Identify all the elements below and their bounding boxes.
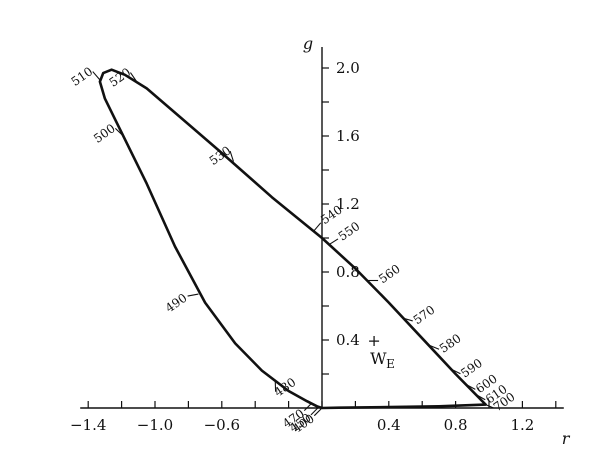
x-tick-label: 0.8 — [444, 416, 468, 434]
y-tick-label: 1.6 — [336, 127, 360, 145]
wavelength-label: 580 — [437, 331, 464, 356]
wavelength-label: 550 — [336, 219, 363, 244]
spectral-locus — [100, 70, 486, 408]
series-line-0 — [100, 70, 486, 408]
white-point-label: W — [370, 349, 387, 368]
wavelength-tick — [304, 403, 312, 411]
x-axis-label: r — [562, 429, 571, 448]
wavelength-label: 530 — [207, 143, 234, 168]
wavelength-tick — [188, 294, 199, 296]
y-tick-label: 0.8 — [336, 263, 360, 281]
wavelength-tick — [314, 408, 322, 416]
x-tick-label: −0.6 — [204, 416, 240, 434]
wavelength-label: 510 — [69, 64, 96, 89]
wavelength-tick — [314, 223, 321, 231]
x-tick-label: 1.2 — [510, 416, 534, 434]
x-tick-label: −1.0 — [137, 416, 173, 434]
wavelength-label: 570 — [411, 303, 438, 328]
y-tick-label: 2.0 — [336, 59, 360, 77]
x-tick-label: 0.4 — [377, 416, 401, 434]
white-point-marker: + — [367, 331, 380, 350]
wavelength-label: 560 — [376, 262, 403, 287]
y-tick-label: 0.4 — [336, 331, 360, 349]
y-axis-label: g — [303, 34, 313, 53]
x-tick-label: −1.4 — [70, 416, 106, 434]
wavelength-label: 490 — [163, 291, 190, 316]
wavelength-label: 590 — [458, 356, 485, 381]
white-point-subscript: E — [386, 357, 395, 371]
wavelength-label: 480 — [272, 375, 299, 400]
axes — [80, 47, 564, 408]
wavelength-tick — [329, 239, 338, 245]
wavelength-label: 500 — [91, 121, 118, 146]
